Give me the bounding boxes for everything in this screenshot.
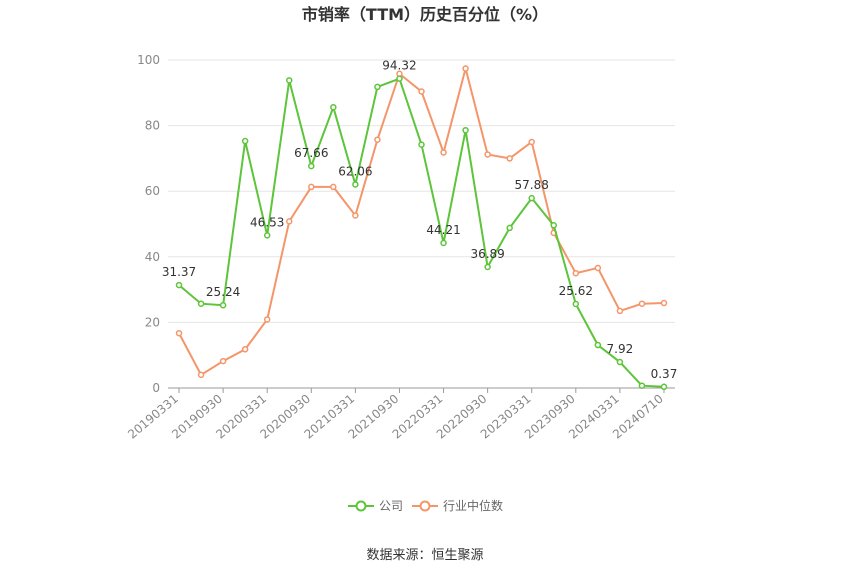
data-point bbox=[462, 126, 469, 134]
data-point bbox=[616, 307, 624, 315]
data-point bbox=[285, 77, 293, 84]
series-0 bbox=[175, 75, 668, 391]
data-point bbox=[197, 371, 205, 379]
grid bbox=[168, 59, 675, 323]
series-1 bbox=[175, 64, 668, 379]
series-layer bbox=[175, 64, 668, 391]
source-note: 数据来源：恒生聚源 bbox=[366, 548, 483, 563]
data-point bbox=[462, 65, 469, 72]
data-point bbox=[660, 299, 668, 307]
data-point bbox=[550, 222, 558, 229]
data-point bbox=[418, 88, 425, 95]
data-label: 31.37 bbox=[162, 265, 196, 279]
data-point bbox=[638, 382, 646, 389]
data-point bbox=[616, 358, 624, 366]
y-axis: 0 20 40 60 80 100 bbox=[137, 53, 160, 395]
data-point bbox=[175, 281, 183, 289]
data-label: 36.89 bbox=[470, 247, 504, 261]
chart-title: 市销率（TTM）历史百分位（%） bbox=[302, 5, 548, 24]
data-labels: 31.37 25.24 46.53 67.66 62.06 94.32 44.21 36.89… bbox=[162, 59, 677, 381]
data-label: 44.21 bbox=[426, 223, 460, 237]
data-point bbox=[241, 137, 249, 145]
data-point bbox=[308, 183, 315, 191]
data-point bbox=[528, 194, 535, 202]
data-point bbox=[175, 329, 183, 337]
data-point bbox=[352, 181, 359, 188]
x-axis: 2019033120190930202003312020093020210331… bbox=[125, 387, 675, 442]
y-tick-label: 40 bbox=[145, 250, 160, 264]
legend-label: 行业中位数 bbox=[443, 498, 503, 513]
data-point bbox=[241, 346, 249, 353]
data-point bbox=[506, 224, 513, 232]
data-label: 7.92 bbox=[607, 342, 634, 356]
y-tick-label: 100 bbox=[137, 53, 160, 67]
legend-item[interactable]: 行业中位数 bbox=[412, 498, 503, 513]
data-point bbox=[308, 162, 315, 170]
data-point bbox=[638, 300, 646, 307]
data-label: 67.66 bbox=[294, 146, 328, 160]
data-point bbox=[219, 301, 227, 309]
data-point bbox=[330, 183, 337, 191]
data-label: 94.32 bbox=[382, 59, 416, 73]
data-point bbox=[528, 138, 535, 146]
data-label: 57.88 bbox=[515, 178, 549, 192]
data-label: 0.37 bbox=[651, 367, 678, 381]
data-label: 25.24 bbox=[206, 285, 240, 299]
data-point bbox=[352, 212, 359, 219]
y-tick-label: 0 bbox=[152, 381, 160, 395]
legend-marker bbox=[355, 500, 367, 512]
data-label: 46.53 bbox=[250, 215, 284, 229]
legend-item[interactable]: 公司 bbox=[348, 499, 403, 513]
data-point bbox=[506, 155, 513, 162]
data-label: 25.62 bbox=[559, 284, 593, 298]
y-tick-label: 80 bbox=[145, 119, 160, 133]
data-point bbox=[330, 103, 337, 111]
data-point bbox=[484, 151, 491, 158]
data-point bbox=[484, 263, 491, 271]
data-point bbox=[219, 357, 227, 365]
legend[interactable]: 公司 行业中位数 bbox=[348, 498, 503, 513]
data-point bbox=[572, 269, 580, 277]
y-tick-label: 20 bbox=[145, 315, 160, 329]
data-point bbox=[572, 300, 580, 308]
data-point bbox=[197, 300, 205, 307]
legend-marker bbox=[419, 500, 431, 512]
data-point bbox=[660, 383, 668, 391]
data-point bbox=[374, 83, 381, 91]
data-point bbox=[396, 75, 403, 82]
data-point bbox=[594, 264, 602, 272]
data-point bbox=[418, 141, 425, 148]
data-label: 62.06 bbox=[338, 164, 372, 178]
data-point bbox=[440, 149, 447, 156]
data-point bbox=[594, 341, 602, 349]
legend-label: 公司 bbox=[379, 499, 403, 513]
data-point bbox=[263, 232, 271, 239]
data-point bbox=[440, 239, 447, 247]
data-point bbox=[285, 218, 293, 225]
data-point bbox=[374, 136, 381, 143]
y-tick-label: 60 bbox=[145, 184, 160, 198]
data-point bbox=[263, 316, 271, 323]
